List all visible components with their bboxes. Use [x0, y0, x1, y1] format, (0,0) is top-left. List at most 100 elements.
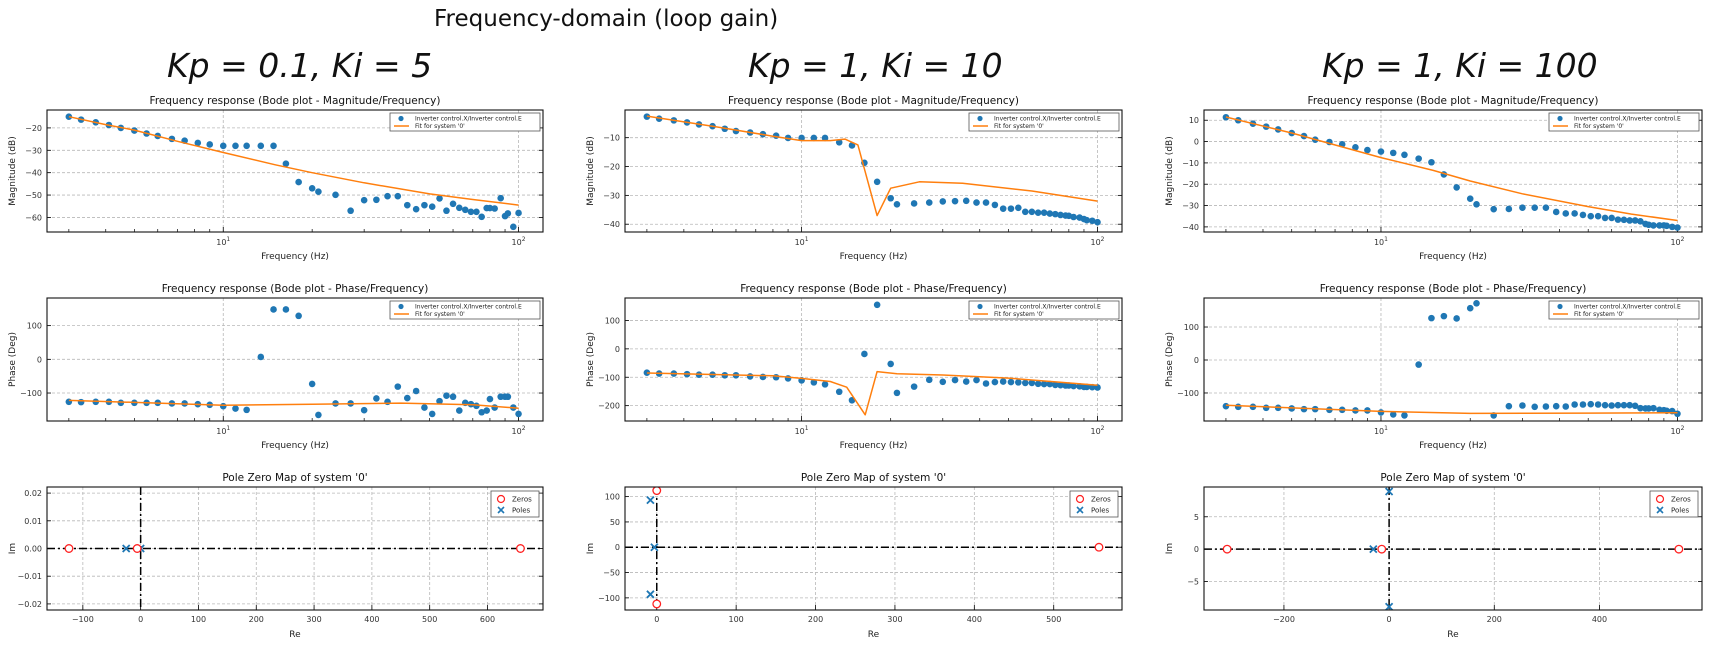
measured-legend-icon — [398, 115, 404, 122]
zero-marker — [516, 544, 525, 553]
measured-point — [1046, 210, 1054, 217]
pole-marker — [650, 543, 659, 552]
legend-label-zeros: Zeros — [1671, 496, 1691, 504]
measured-point — [893, 389, 901, 397]
measured-point — [483, 407, 490, 414]
measured-point — [1531, 403, 1539, 411]
x-tick-label: 400 — [1592, 615, 1607, 624]
legend-label-fit: Fit for system '0' — [994, 123, 1044, 130]
x-tick-label-base: 10 — [1374, 427, 1384, 436]
pole-legend-icon — [1656, 506, 1664, 514]
fit-line — [1225, 404, 1678, 415]
legend-label-poles: Poles — [512, 507, 531, 515]
x-tick-label-exponent: 2 — [1681, 236, 1685, 243]
measured-point — [1440, 312, 1448, 320]
measured-point — [1663, 222, 1671, 230]
measured-point — [810, 379, 818, 386]
measured-point — [412, 387, 420, 395]
legend: Zeros Poles — [1069, 490, 1119, 518]
measured-point — [455, 204, 463, 212]
measured-point — [1650, 404, 1657, 412]
y-tick-label: 5 — [1194, 513, 1199, 522]
x-tick-label: 100 — [191, 615, 206, 624]
measured-point — [1571, 210, 1578, 217]
measured-point — [257, 353, 265, 361]
measured-point — [455, 407, 463, 414]
measured-point — [1531, 204, 1539, 211]
x-tick-label-base: 10 — [1090, 427, 1100, 436]
y-tick-label: −100 — [598, 373, 620, 382]
panel-title: Frequency response (Bode plot - Phase/Fr… — [162, 283, 429, 295]
measured-point — [219, 142, 227, 150]
measured-point — [973, 199, 980, 206]
measured-point — [443, 392, 450, 400]
measured-point — [373, 395, 380, 402]
measured-point — [295, 312, 302, 320]
x-tick-label-exponent: 2 — [1101, 425, 1105, 432]
zero-marker — [1674, 544, 1684, 554]
axes-frame — [46, 109, 544, 233]
y-tick-label: 50 — [610, 518, 620, 527]
legend-label-zeros: Zeros — [1091, 496, 1111, 504]
plot-area — [625, 487, 1122, 610]
y-tick-label: 0 — [615, 543, 620, 552]
measured-point — [1262, 404, 1270, 412]
measured-point — [1490, 205, 1497, 213]
measured-point — [962, 197, 970, 205]
x-tick-label-base: 10 — [216, 427, 226, 436]
x-tick-label-exponent: 1 — [226, 425, 230, 432]
legend: Inverter control.X/Inverter control.EFit… — [389, 112, 541, 132]
pole-marker — [1369, 545, 1378, 554]
legend-box — [389, 112, 541, 132]
measured-point — [1034, 380, 1042, 388]
axes-frame — [624, 297, 1123, 422]
measured-point — [1594, 401, 1602, 408]
measured-point — [443, 207, 450, 215]
measured-point — [332, 191, 339, 199]
axes-frame — [1203, 297, 1703, 422]
panel-title: Frequency response (Bode plot - Phase/Fr… — [1320, 283, 1587, 295]
measured-point — [951, 197, 959, 205]
y-tick-label: −30 — [25, 146, 42, 155]
y-tick-label: 0.00 — [24, 545, 42, 554]
y-tick-label: −30 — [603, 191, 620, 200]
measured-point — [1637, 218, 1644, 225]
measured-point — [478, 213, 485, 221]
x-axis-label: Re — [1447, 630, 1459, 640]
x-tick-label: 0 — [138, 615, 143, 624]
measured-point — [295, 178, 302, 186]
measured-point — [1051, 210, 1059, 218]
measured-point — [1028, 208, 1036, 216]
x-tick-label-exponent: 2 — [522, 425, 526, 432]
measured-point — [1428, 158, 1435, 166]
x-tick-label-base: 10 — [1670, 238, 1680, 247]
measured-point — [504, 210, 512, 217]
y-axis-label: Magnitude (dB) — [8, 136, 18, 205]
x-tick-label: 100 — [729, 615, 744, 624]
measured-point — [821, 381, 829, 388]
measured-point — [467, 208, 475, 216]
measured-point — [360, 406, 368, 414]
measured-point — [257, 142, 265, 150]
y-axis-label: Magnitude (dB) — [1165, 136, 1175, 205]
column-label-kp0.1-ki5: Kp = 0.1, Ki = 5 — [167, 46, 433, 85]
measured-point — [1614, 401, 1622, 409]
measured-point — [404, 201, 411, 209]
y-axis-label: Im — [1165, 543, 1175, 554]
measured-point — [1300, 405, 1308, 413]
measured-point — [461, 206, 469, 214]
measured-point — [861, 350, 868, 358]
measured-point — [1620, 401, 1628, 409]
measured-point — [1626, 401, 1633, 409]
measured-point — [1015, 204, 1022, 212]
measured-point — [1594, 212, 1602, 220]
measured-point — [206, 141, 214, 148]
measured-point — [1083, 216, 1091, 224]
measured-point — [1401, 412, 1408, 419]
measured-point — [1040, 380, 1048, 388]
fit-line — [646, 115, 1098, 217]
measured-point — [1051, 381, 1059, 389]
fit-line — [1225, 116, 1678, 222]
